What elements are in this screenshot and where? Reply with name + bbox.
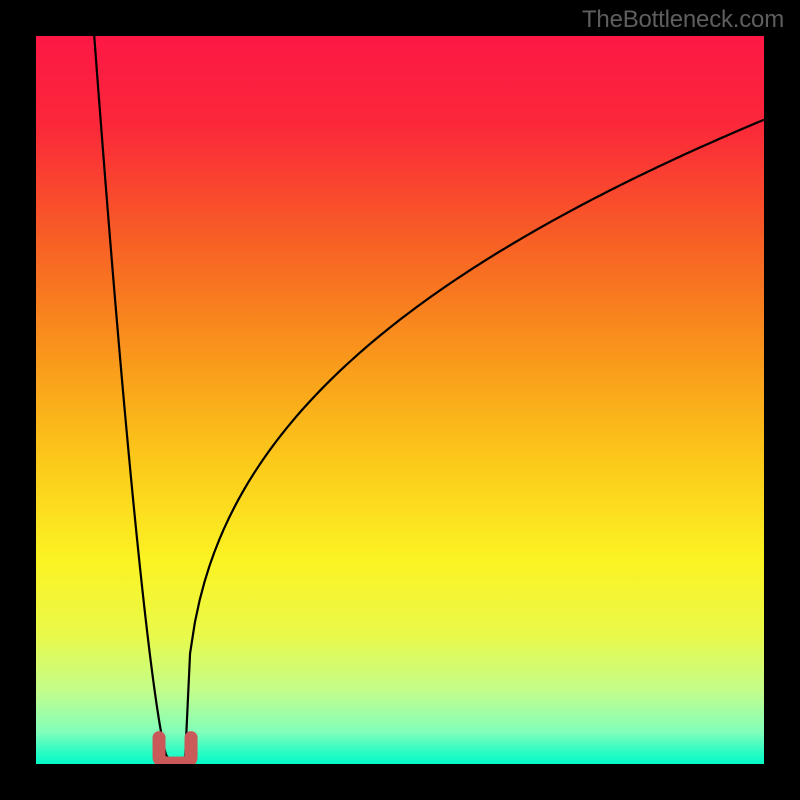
chart-container: TheBottleneck.com	[0, 0, 800, 800]
bottleneck-curve	[94, 36, 764, 761]
plot-area	[36, 36, 764, 764]
curve-layer	[36, 36, 764, 764]
watermark-text: TheBottleneck.com	[582, 6, 784, 34]
minimum-marker	[159, 738, 191, 763]
